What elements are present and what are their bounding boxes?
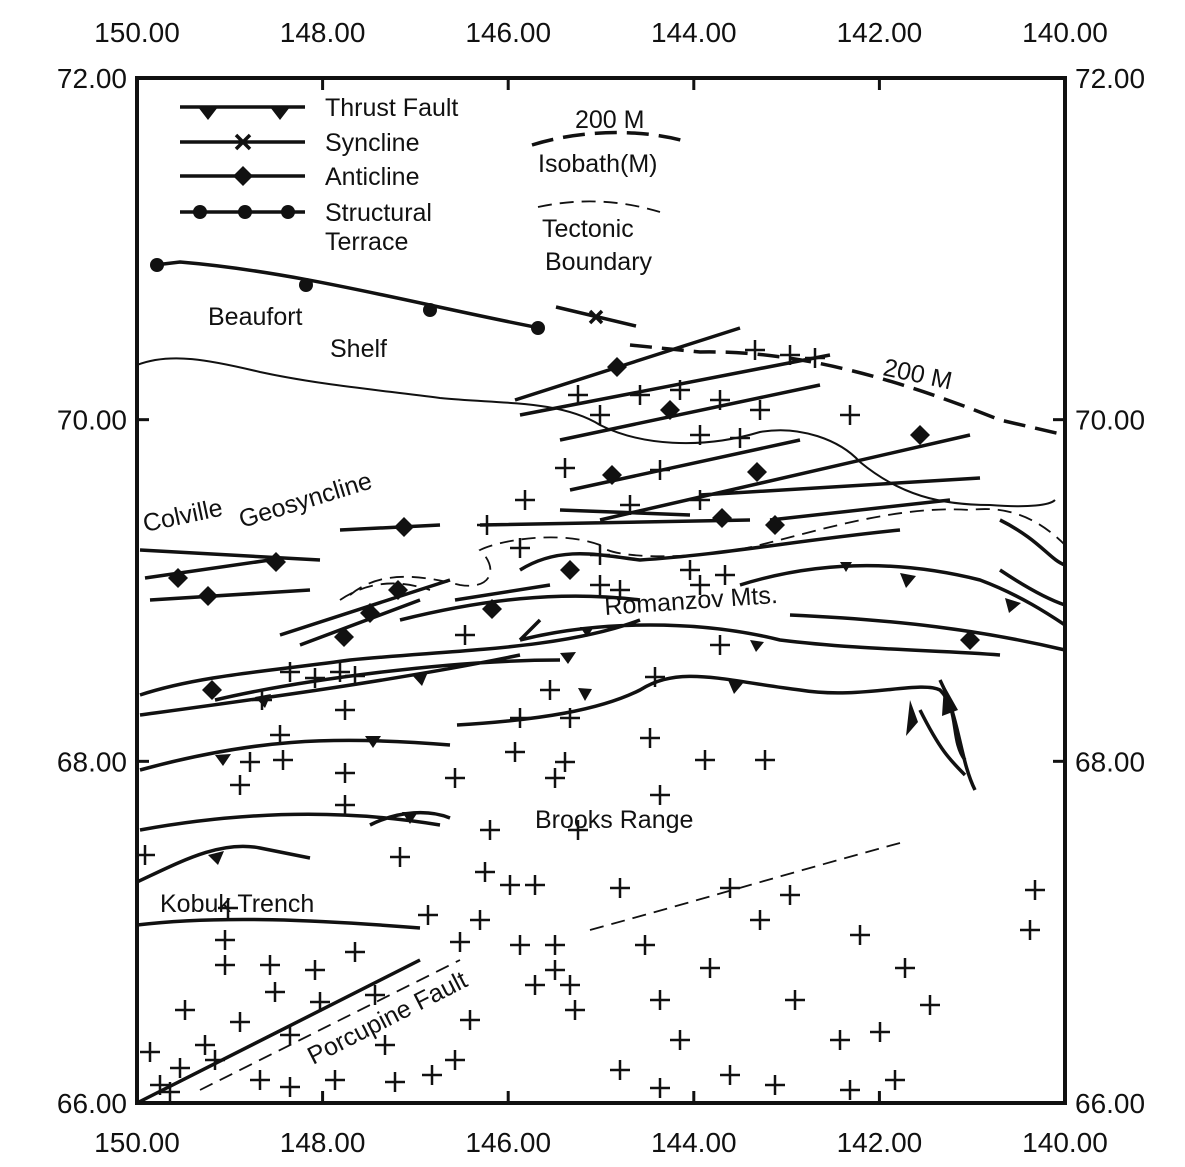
legend-label: Thrust Fault bbox=[325, 94, 458, 122]
map-label: Beaufort bbox=[208, 303, 303, 331]
x-tick-label: 140.00 bbox=[1022, 17, 1108, 48]
map-frame bbox=[135, 76, 1067, 1105]
x-tick-label: 146.00 bbox=[465, 1127, 551, 1158]
anticline-diamond bbox=[233, 166, 253, 186]
boundary-symbol bbox=[537, 200, 661, 213]
map-label: Romanzov Mts. bbox=[603, 581, 778, 621]
fault-lines bbox=[136, 326, 1066, 930]
y-tick-label: 66.00 bbox=[57, 1088, 127, 1119]
x-tick-label: 150.00 bbox=[94, 1127, 180, 1158]
map-label: Brooks Range bbox=[535, 806, 693, 834]
x-tick-label: 142.00 bbox=[837, 1127, 923, 1158]
tectonic-boundaries bbox=[199, 508, 1066, 1091]
map-labels: Beaufort Shelf 200 M Colville Geosynclin… bbox=[140, 303, 954, 1070]
y-tick-label: 68.00 bbox=[1075, 746, 1145, 777]
epicenters bbox=[135, 340, 1045, 1102]
syncline bbox=[555, 305, 637, 328]
y-tick-label: 66.00 bbox=[1075, 1088, 1145, 1119]
map-label: Shelf bbox=[330, 335, 387, 363]
x-tick-label: 146.00 bbox=[465, 17, 551, 48]
x-tick-label: 144.00 bbox=[651, 17, 737, 48]
x-tick-label: 144.00 bbox=[651, 1127, 737, 1158]
features bbox=[135, 258, 1066, 1105]
x-tick-label: 140.00 bbox=[1022, 1127, 1108, 1158]
terrace-dots bbox=[193, 205, 295, 219]
legend-label: Boundary bbox=[545, 248, 653, 276]
map-label: Kobuk Trench bbox=[160, 890, 314, 918]
y-tick-label: 70.00 bbox=[1075, 405, 1145, 436]
terrace-dots bbox=[150, 258, 545, 335]
legend-label: Syncline bbox=[325, 129, 420, 157]
legend-label: Anticline bbox=[325, 163, 420, 191]
legend-label: Terrace bbox=[325, 228, 408, 256]
terrace-line bbox=[154, 260, 541, 330]
fault-solid bbox=[136, 958, 421, 1105]
y-tick-label: 68.00 bbox=[57, 746, 127, 777]
x-tick-label: 150.00 bbox=[94, 17, 180, 48]
ticks: 150.00 150.00 148.00 148.00 146.00 146.00 144.… bbox=[57, 17, 1145, 1158]
legend-label: 200 M bbox=[575, 106, 644, 134]
legend: Thrust Fault Syncline Anticline Structur… bbox=[180, 94, 689, 276]
isobath-line bbox=[629, 343, 1066, 437]
legend-label: Isobath(M) bbox=[538, 150, 657, 178]
x-tick-label: 148.00 bbox=[280, 17, 366, 48]
x-tick-label: 142.00 bbox=[837, 17, 923, 48]
map-label: Porcupine Fault bbox=[303, 966, 472, 1070]
y-tick-label: 72.00 bbox=[57, 63, 127, 94]
thrust-teeth bbox=[198, 107, 290, 120]
syncline-symbol bbox=[180, 133, 305, 151]
map-label: Colville bbox=[140, 494, 225, 538]
y-tick-label: 72.00 bbox=[1075, 63, 1145, 94]
map-label: Geosyncline bbox=[236, 467, 376, 534]
x-tick-label: 148.00 bbox=[280, 1127, 366, 1158]
legend-label: Structural bbox=[325, 199, 432, 227]
isobath-symbol bbox=[531, 130, 689, 147]
legend-label: Tectonic bbox=[542, 215, 634, 243]
y-tick-label: 70.00 bbox=[57, 405, 127, 436]
anticline-diamonds bbox=[168, 357, 980, 700]
